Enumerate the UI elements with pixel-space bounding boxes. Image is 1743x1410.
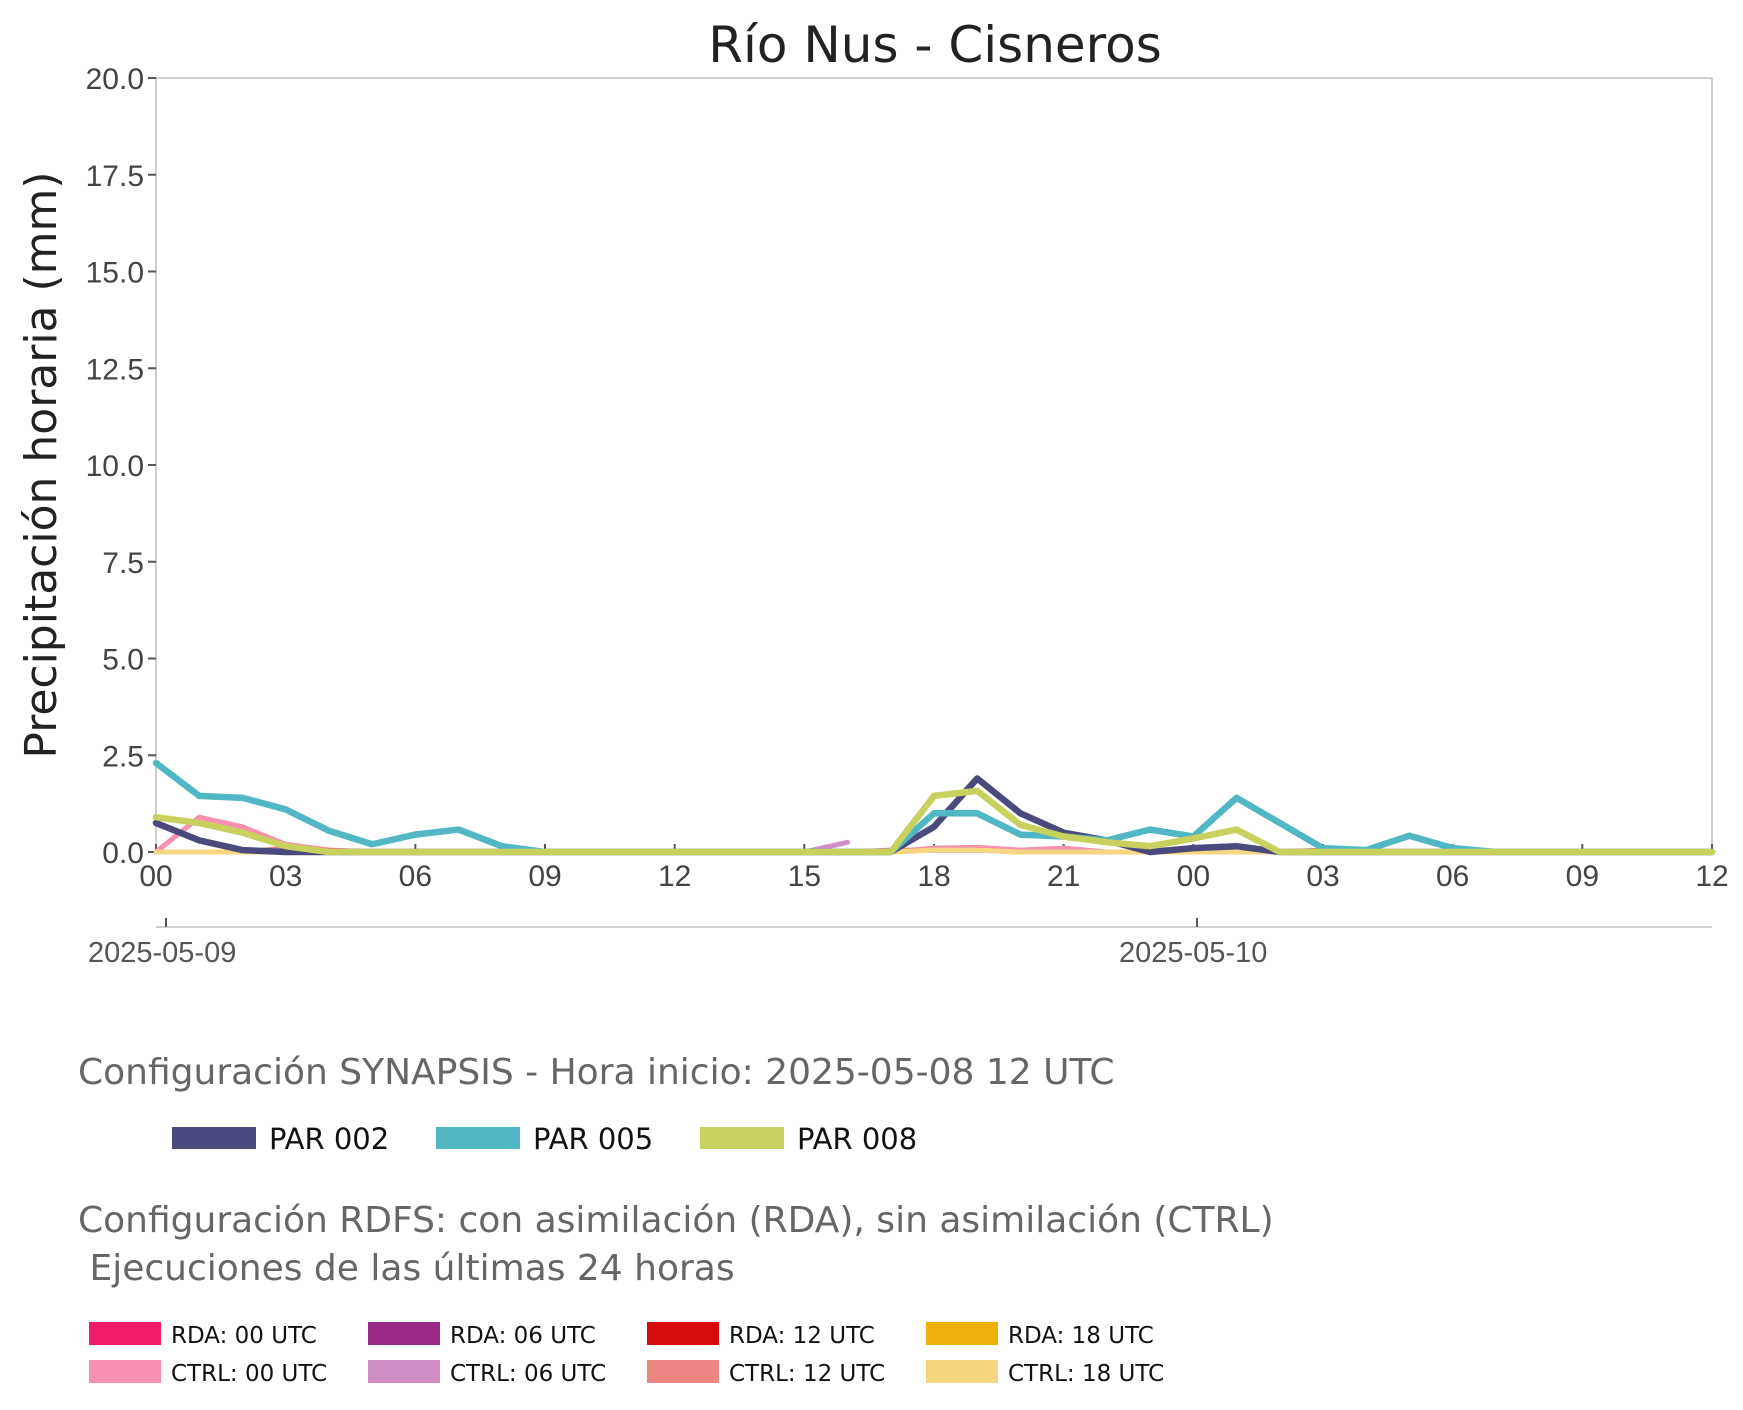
x-tick-label: 00 xyxy=(139,860,172,893)
y-tick-label: 7.5 xyxy=(102,547,144,580)
x-tick-label: 06 xyxy=(399,860,432,893)
legend-label: CTRL: 18 UTC xyxy=(1008,1361,1164,1387)
series-line-par-008 xyxy=(152,787,1716,856)
legend-swatch xyxy=(926,1360,998,1383)
x-tick-label: 15 xyxy=(788,860,821,893)
legend-swatch xyxy=(368,1360,440,1383)
x-tick-label: 00 xyxy=(1177,860,1210,893)
legend-label: RDA: 06 UTC xyxy=(450,1323,596,1349)
x-tick-label: 09 xyxy=(1566,860,1599,893)
legend-swatch xyxy=(368,1322,440,1345)
date-label-1: 2025-05-09 xyxy=(88,937,236,969)
y-tick-label: 12.5 xyxy=(86,353,144,386)
y-axis: 0.0 2.5 5.0 7.5 10.0 12.5 15.0 17.5 20.0 xyxy=(86,63,156,870)
x-axis: 00 03 06 09 12 15 18 21 00 03 06 09 12 xyxy=(139,844,1729,893)
x-tick-label: 03 xyxy=(269,860,302,893)
y-tick-label: 10.0 xyxy=(86,450,144,483)
y-tick-label: 17.5 xyxy=(86,160,144,193)
legend-swatch xyxy=(647,1360,719,1383)
legend-label: PAR 008 xyxy=(797,1122,917,1156)
legend-label: RDA: 12 UTC xyxy=(729,1323,875,1349)
x-tick-label: 09 xyxy=(528,860,561,893)
synapsis-legend-title: Configuración SYNAPSIS - Hora inicio: 20… xyxy=(78,1052,1114,1093)
synapsis-series-lines xyxy=(152,759,1716,856)
legend-swatch xyxy=(700,1127,784,1149)
legend-swatch xyxy=(89,1322,161,1345)
legend-label: CTRL: 06 UTC xyxy=(450,1361,606,1387)
y-tick-label: 5.0 xyxy=(102,644,144,677)
legend-swatch xyxy=(647,1322,719,1345)
y-tick-label: 0.0 xyxy=(102,837,144,870)
x-tick-label: 21 xyxy=(1047,860,1080,893)
legend-swatch xyxy=(89,1360,161,1383)
legend-label: RDA: 00 UTC xyxy=(171,1323,317,1349)
y-tick-label: 2.5 xyxy=(102,740,144,773)
legend-label: PAR 002 xyxy=(269,1122,389,1156)
x-tick-label: 06 xyxy=(1436,860,1469,893)
legend-swatch xyxy=(436,1127,520,1149)
legend-label: CTRL: 00 UTC xyxy=(171,1361,327,1387)
legend-label: PAR 005 xyxy=(533,1122,653,1156)
x-tick-label: 12 xyxy=(658,860,691,893)
y-tick-label: 15.0 xyxy=(86,257,144,290)
x-tick-label: 12 xyxy=(1695,860,1728,893)
plot-area-frame xyxy=(155,77,1713,853)
x-tick-label: 03 xyxy=(1306,860,1339,893)
y-tick-label: 20.0 xyxy=(86,63,144,96)
legend-swatch xyxy=(926,1322,998,1345)
rdfs-legend: RDA: 00 UTC RDA: 06 UTC RDA: 12 UTC RDA: 18… xyxy=(89,1322,1164,1387)
legend-label: RDA: 18 UTC xyxy=(1008,1323,1154,1349)
synapsis-legend: PAR 002 PAR 005 PAR 008 xyxy=(172,1122,917,1156)
rdfs-legend-title-line2: Ejecuciones de las últimas 24 horas xyxy=(78,1248,735,1289)
rdfs-legend-title-line1: Configuración RDFS: con asimilación (RDA… xyxy=(78,1200,1274,1241)
series-line-par-005 xyxy=(152,759,1716,856)
date-label-2: 2025-05-10 xyxy=(1119,937,1267,969)
legend-swatch xyxy=(172,1127,256,1149)
chart-title: Río Nus - Cisneros xyxy=(708,16,1162,74)
x-tick-label: 18 xyxy=(917,860,950,893)
y-axis-label: Precipitación horaria (mm) xyxy=(16,171,67,758)
legend-label: CTRL: 12 UTC xyxy=(729,1361,885,1387)
